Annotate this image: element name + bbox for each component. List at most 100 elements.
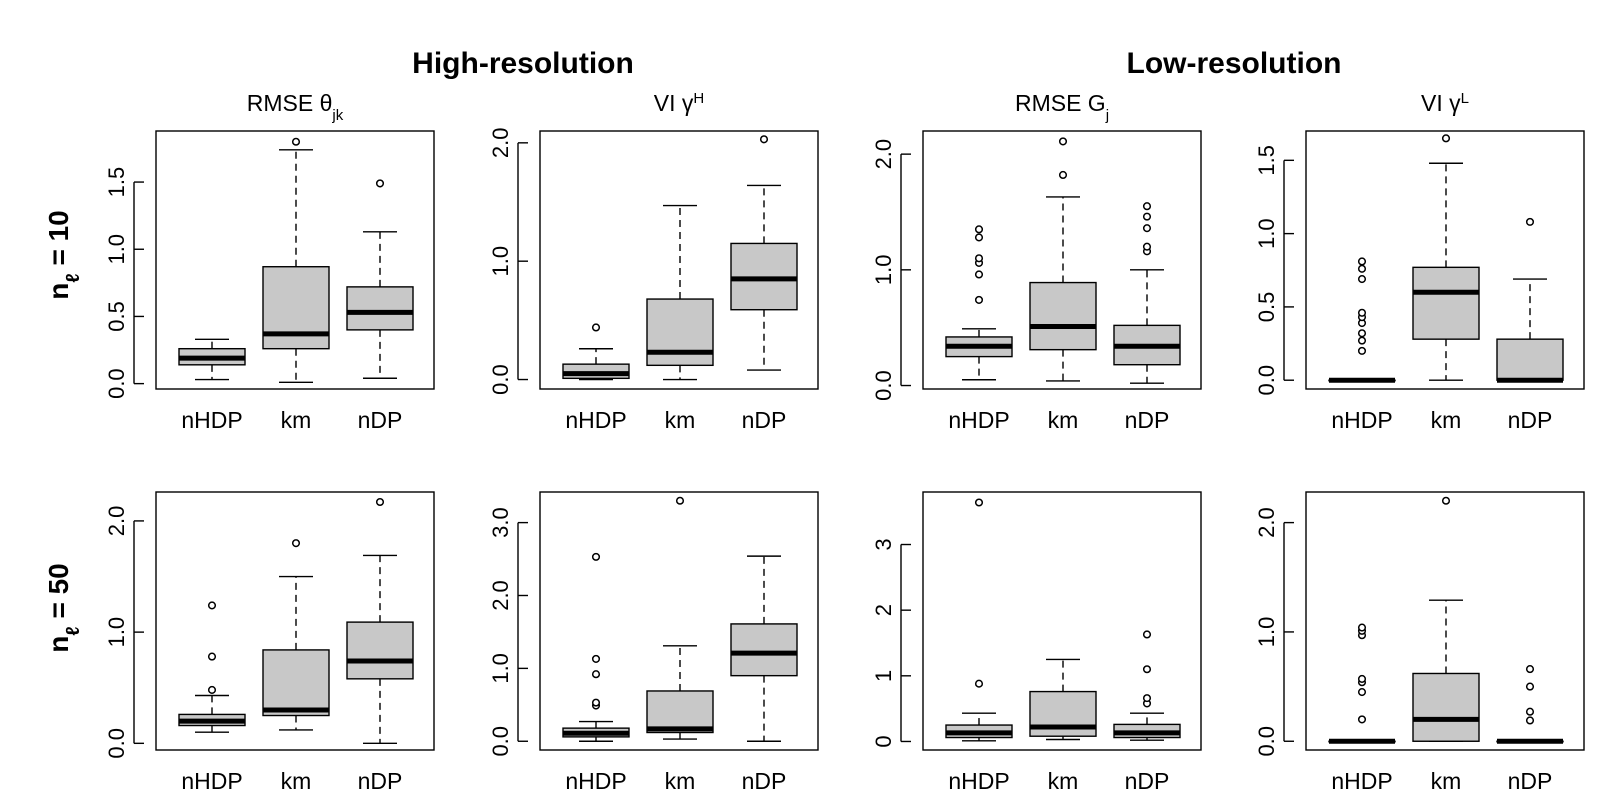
- outlier-point: [1441, 496, 1451, 505]
- y-tick-label: 1.0: [488, 246, 513, 277]
- outlier-point: [1525, 716, 1535, 725]
- outlier-point: [375, 179, 385, 188]
- category-label-nDP: nDP: [1508, 768, 1553, 794]
- outlier-point: [1142, 212, 1152, 221]
- box-nDP: [346, 497, 414, 745]
- outlier-point: [1142, 694, 1152, 703]
- outlier-point: [675, 496, 685, 505]
- outlier-point: [1142, 242, 1152, 251]
- outlier-point: [1357, 674, 1367, 683]
- y-tick-label: 1.0: [871, 255, 896, 286]
- category-label-nDP: nDP: [1125, 768, 1170, 794]
- category-label-km: km: [665, 768, 696, 794]
- y-tick-label: 2.0: [488, 128, 513, 159]
- box-iqr: [1412, 672, 1480, 742]
- box-iqr: [262, 649, 330, 717]
- outlier-point: [291, 539, 301, 548]
- box-km: [1412, 134, 1480, 381]
- outlier-point: [1525, 682, 1535, 691]
- panel-r0-c2: RMSE Gj 0.0 1.0 2.0 nHDP km nDP: [871, 90, 1202, 433]
- outlier-point: [591, 698, 601, 707]
- outlier-point: [1058, 137, 1068, 146]
- panel-r1-c2: 0 1 2 3 nHDP km nDP: [871, 491, 1202, 794]
- category-label-nDP: nDP: [742, 407, 787, 433]
- panel-title: VI γH: [654, 90, 704, 117]
- plot-frame: [539, 491, 819, 751]
- outlier-point: [1357, 336, 1367, 345]
- outlier-point: [375, 497, 385, 507]
- box-nDP: [346, 179, 414, 379]
- category-label-nHDP: nHDP: [565, 407, 626, 433]
- outlier-point: [591, 552, 601, 561]
- box-km: [262, 539, 330, 731]
- outlier-point: [1357, 623, 1367, 632]
- box-km: [646, 204, 714, 381]
- y-tick-label: 0.0: [871, 370, 896, 401]
- outlier-point: [974, 679, 984, 688]
- category-label-nHDP: nHDP: [948, 407, 1009, 433]
- outlier-point: [291, 137, 301, 146]
- plot-frame: [539, 130, 819, 390]
- category-label-km: km: [1431, 768, 1462, 794]
- outlier-point: [1525, 707, 1535, 716]
- outlier-point: [1058, 170, 1068, 180]
- box-nHDP: [945, 498, 1013, 742]
- outlier-point: [974, 498, 984, 507]
- panel-r1-c1: 0.0 1.0 2.0 3.0 nHDP km nDP: [488, 491, 819, 794]
- panel-r1-c3: 0.0 1.0 2.0 nHDP km nDP: [1254, 491, 1585, 794]
- y-tick-label: 2.0: [488, 580, 513, 611]
- box-nDP: [1113, 202, 1181, 384]
- panel-r0-c0: RMSE θjk 0.0 0.5 1.0 1.5 nHDP km nDP: [104, 90, 435, 433]
- outlier-point: [1357, 264, 1367, 273]
- y-tick-label: 1.0: [1254, 218, 1279, 249]
- box-iqr: [646, 690, 714, 734]
- y-tick-label: 1: [871, 670, 896, 682]
- y-tick-label: 0.5: [104, 301, 129, 332]
- box-nHDP: [1328, 623, 1396, 744]
- box-km: [1029, 137, 1097, 382]
- y-tick-label: 2.0: [871, 139, 896, 170]
- outlier-point: [1357, 688, 1367, 697]
- box-km: [1029, 658, 1097, 741]
- y-tick-label: 0.0: [104, 728, 129, 759]
- plot-frame: [922, 130, 1202, 390]
- panel-r1-c0: 0.0 1.0 2.0 nHDP km nDP: [104, 491, 435, 794]
- plot-frame: [155, 491, 435, 751]
- outlier-point: [974, 295, 984, 304]
- box-nDP: [1113, 630, 1181, 741]
- outlier-point: [207, 652, 217, 661]
- category-label-nHDP: nHDP: [565, 768, 626, 794]
- box-nDP: [730, 555, 798, 742]
- box-iqr: [346, 621, 414, 680]
- box-iqr: [1496, 338, 1564, 381]
- box-nHDP: [562, 323, 630, 381]
- panel-title-superscript: H: [693, 90, 704, 107]
- y-tick-label: 1.0: [1254, 617, 1279, 648]
- box-nHDP: [178, 338, 246, 381]
- outlier-point: [1357, 329, 1367, 338]
- box-iqr: [646, 298, 714, 367]
- panel-title-superscript: L: [1461, 90, 1469, 107]
- panel-title-main: VI γ: [654, 90, 694, 116]
- category-label-nHDP: nHDP: [1331, 407, 1392, 433]
- outlier-point: [974, 270, 984, 279]
- category-label-nHDP: nHDP: [1331, 768, 1392, 794]
- category-label-nDP: nDP: [1508, 407, 1553, 433]
- box-nHDP: [178, 601, 246, 733]
- y-tick-label: 3.0: [488, 507, 513, 538]
- outlier-point: [1142, 665, 1152, 674]
- panel-title-subscript: jk: [331, 107, 343, 124]
- y-tick-label: 0: [871, 735, 896, 747]
- box-nHDP: [562, 552, 630, 742]
- outlier-point: [1525, 665, 1535, 674]
- panel-title-subscript: j: [1105, 107, 1109, 124]
- category-label-km: km: [1431, 407, 1462, 433]
- row-title-n50: nℓ = 50: [43, 563, 84, 652]
- outlier-point: [1142, 630, 1152, 639]
- box-nDP: [1496, 217, 1564, 383]
- plot-frame: [1305, 491, 1585, 751]
- outlier-point: [1142, 202, 1152, 211]
- y-tick-label: 1.0: [104, 617, 129, 648]
- outlier-point: [1357, 257, 1367, 266]
